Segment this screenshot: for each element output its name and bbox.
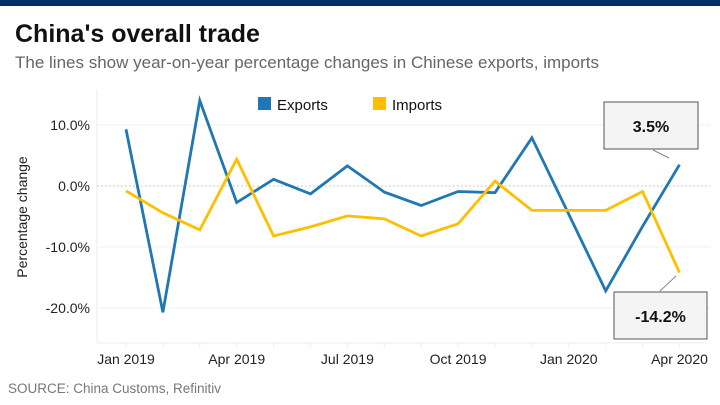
chart-title: China's overall trade xyxy=(15,20,260,48)
y-axis-label: Percentage change xyxy=(14,156,30,278)
chart-subtitle: The lines show year-on-year percentage c… xyxy=(15,53,599,72)
callout-value: 3.5% xyxy=(633,119,669,136)
callout-box xyxy=(603,101,699,150)
x-tick-label: Oct 2019 xyxy=(430,351,487,367)
series-line-exports xyxy=(124,95,681,313)
y-tick-label: -10.0% xyxy=(46,239,90,255)
legend-swatch-exports xyxy=(258,97,271,110)
x-tick-label: Apr 2019 xyxy=(208,351,265,367)
callout-leader xyxy=(659,275,677,292)
legend-label-exports: Exports xyxy=(277,97,328,114)
x-tick-label: Jan 2019 xyxy=(97,351,155,367)
callout-box xyxy=(613,291,708,340)
series-line-imports xyxy=(125,156,681,274)
y-tick-label: 10.0% xyxy=(50,117,90,133)
x-tick-label: Apr 2020 xyxy=(651,351,708,367)
callout-value: -14.2% xyxy=(635,309,686,326)
top-bar xyxy=(0,0,720,6)
callout-leader xyxy=(652,149,670,159)
source-note: SOURCE: China Customs, Refinitiv xyxy=(8,381,222,396)
y-tick-label: 0.0% xyxy=(58,178,90,194)
legend-label-imports: Imports xyxy=(392,97,442,114)
legend-swatch-imports xyxy=(373,97,386,110)
x-tick-label: Jul 2019 xyxy=(321,351,374,367)
x-tick-label: Jan 2020 xyxy=(540,351,598,367)
y-tick-label: -20.0% xyxy=(46,300,90,316)
